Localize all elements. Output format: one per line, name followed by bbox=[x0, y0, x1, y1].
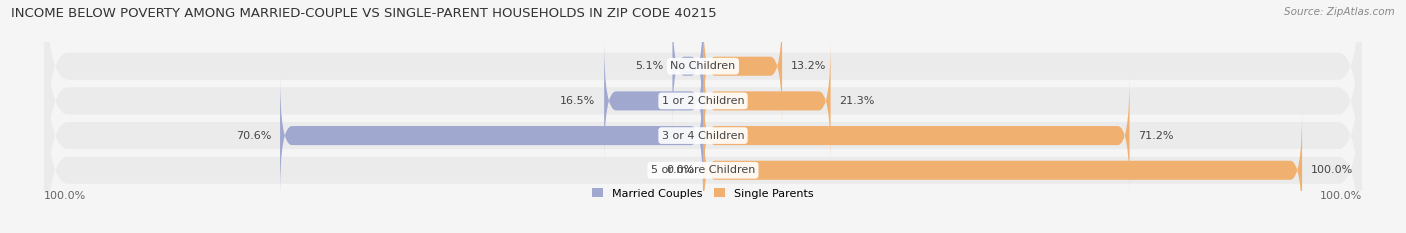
Text: 16.5%: 16.5% bbox=[560, 96, 595, 106]
Text: 1 or 2 Children: 1 or 2 Children bbox=[662, 96, 744, 106]
Text: 100.0%: 100.0% bbox=[1310, 165, 1354, 175]
FancyBboxPatch shape bbox=[44, 45, 1362, 233]
Text: 5.1%: 5.1% bbox=[636, 61, 664, 71]
Text: 70.6%: 70.6% bbox=[236, 130, 271, 140]
FancyBboxPatch shape bbox=[280, 76, 703, 195]
FancyBboxPatch shape bbox=[703, 110, 1302, 230]
Text: 13.2%: 13.2% bbox=[792, 61, 827, 71]
FancyBboxPatch shape bbox=[703, 76, 1129, 195]
Text: 21.3%: 21.3% bbox=[839, 96, 875, 106]
FancyBboxPatch shape bbox=[44, 0, 1362, 226]
Text: 71.2%: 71.2% bbox=[1139, 130, 1174, 140]
Text: 3 or 4 Children: 3 or 4 Children bbox=[662, 130, 744, 140]
Text: Source: ZipAtlas.com: Source: ZipAtlas.com bbox=[1284, 7, 1395, 17]
FancyBboxPatch shape bbox=[703, 6, 782, 126]
Legend: Married Couples, Single Parents: Married Couples, Single Parents bbox=[588, 184, 818, 203]
Text: No Children: No Children bbox=[671, 61, 735, 71]
FancyBboxPatch shape bbox=[605, 41, 703, 161]
FancyBboxPatch shape bbox=[703, 41, 831, 161]
Text: 100.0%: 100.0% bbox=[44, 191, 86, 201]
Text: INCOME BELOW POVERTY AMONG MARRIED-COUPLE VS SINGLE-PARENT HOUSEHOLDS IN ZIP COD: INCOME BELOW POVERTY AMONG MARRIED-COUPL… bbox=[11, 7, 717, 20]
Text: 0.0%: 0.0% bbox=[666, 165, 695, 175]
Text: 100.0%: 100.0% bbox=[1320, 191, 1362, 201]
FancyBboxPatch shape bbox=[44, 10, 1362, 233]
Text: 5 or more Children: 5 or more Children bbox=[651, 165, 755, 175]
FancyBboxPatch shape bbox=[672, 6, 703, 126]
FancyBboxPatch shape bbox=[44, 0, 1362, 191]
